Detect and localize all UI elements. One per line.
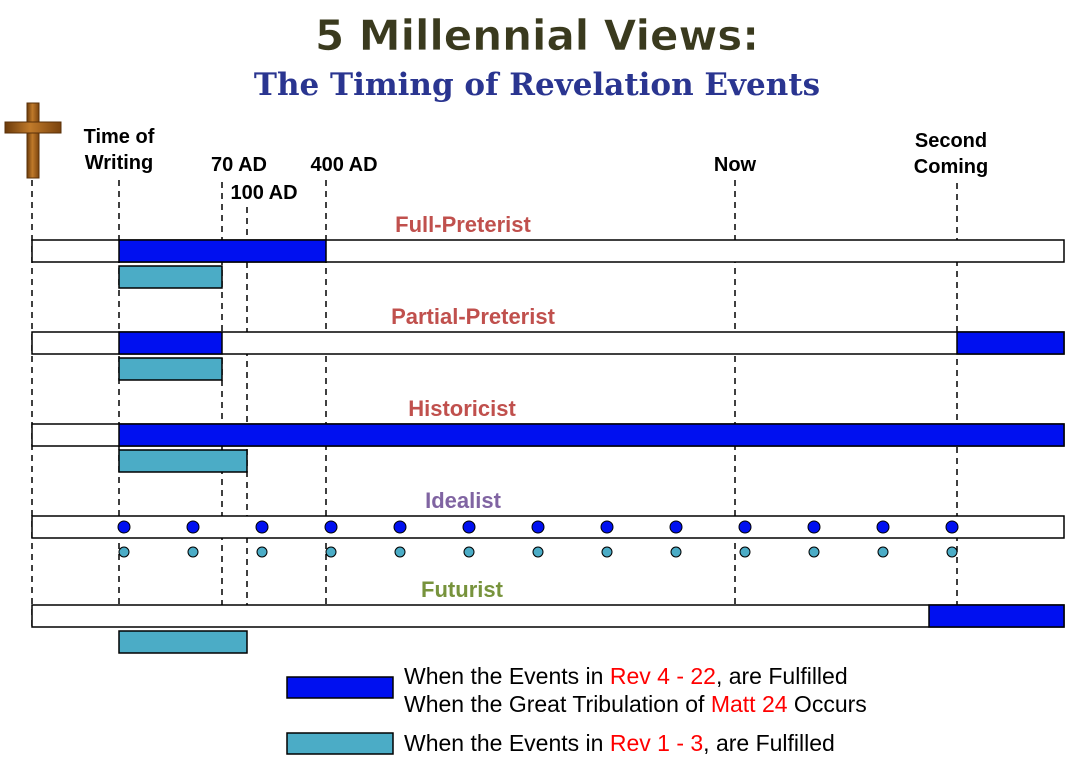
rev1-3-dot bbox=[118, 546, 130, 558]
legend-text-run: , are Fulfilled bbox=[703, 730, 835, 756]
timeline-bar bbox=[31, 604, 1065, 628]
view-label-full-preterist: Full-Preterist bbox=[395, 212, 531, 237]
marker-label-second-coming: Second bbox=[915, 130, 987, 152]
rev1-3-dot bbox=[187, 546, 199, 558]
view-label-partial-preterist: Partial-Preterist bbox=[391, 304, 556, 329]
legend-text-run: When the Great Tribulation of bbox=[404, 691, 711, 717]
marker-label-time-of-writing: Writing bbox=[85, 152, 154, 174]
legend-text-run: When the Events in bbox=[404, 730, 610, 756]
rev4-22-dot bbox=[876, 520, 890, 534]
rev1-3-span bbox=[118, 630, 248, 654]
scripture-reference: Matt 24 bbox=[711, 691, 788, 717]
legend-text-run: When the Events in bbox=[404, 663, 610, 689]
legend: When the Events in Rev 4 - 22, are Fulfi… bbox=[286, 663, 867, 756]
view-row-futurist: Futurist bbox=[31, 577, 1065, 654]
rev1-3-span bbox=[118, 449, 248, 473]
rev1-3-dot bbox=[256, 546, 268, 558]
rev4-22-span bbox=[118, 239, 327, 263]
marker-label-70ad: 70 AD bbox=[211, 154, 267, 176]
rev4-22-dot bbox=[807, 520, 821, 534]
rev1-3-dot bbox=[946, 546, 958, 558]
rev1-3-dot bbox=[463, 546, 475, 558]
scripture-reference: Rev 1 - 3 bbox=[610, 730, 703, 756]
rev4-22-dot bbox=[462, 520, 476, 534]
cross-icon bbox=[4, 102, 62, 179]
rev4-22-dot bbox=[531, 520, 545, 534]
legend-swatch-rev4_22 bbox=[286, 676, 394, 699]
view-label-historicist: Historicist bbox=[408, 396, 516, 421]
rev4-22-span bbox=[928, 604, 1065, 628]
view-label-idealist: Idealist bbox=[425, 488, 501, 513]
diagram-title: 5 Millennial Views: bbox=[315, 11, 759, 60]
rev1-3-dot bbox=[394, 546, 406, 558]
rev1-3-dot bbox=[670, 546, 682, 558]
rev4-22-span bbox=[956, 331, 1065, 355]
legend-text-rev4_22: When the Events in Rev 4 - 22, are Fulfi… bbox=[404, 663, 848, 689]
rev4-22-dot bbox=[255, 520, 269, 534]
rev4-22-dot bbox=[117, 520, 131, 534]
scripture-reference: Rev 4 - 22 bbox=[610, 663, 716, 689]
marker-label-400ad: 400 AD bbox=[310, 154, 377, 176]
rev1-3-span bbox=[118, 357, 223, 381]
rev1-3-dot bbox=[601, 546, 613, 558]
rev1-3-dot bbox=[325, 546, 337, 558]
view-label-futurist: Futurist bbox=[421, 577, 504, 602]
marker-label-time-of-writing: Time of bbox=[84, 126, 155, 148]
rev4-22-span bbox=[118, 423, 1065, 447]
view-row-partial-preterist: Partial-Preterist bbox=[31, 304, 1065, 381]
view-row-historicist: Historicist bbox=[31, 396, 1065, 473]
diagram-subtitle: The Timing of Revelation Events bbox=[254, 67, 820, 103]
rev1-3-dot bbox=[808, 546, 820, 558]
legend-text-rev1_3: When the Events in Rev 1 - 3, are Fulfil… bbox=[404, 730, 835, 756]
legend-text-run: Occurs bbox=[788, 691, 867, 717]
rev4-22-dot bbox=[945, 520, 959, 534]
rev1-3-dot bbox=[739, 546, 751, 558]
rev4-22-span bbox=[118, 331, 223, 355]
rev4-22-dot bbox=[393, 520, 407, 534]
timeline-bar bbox=[31, 515, 1065, 539]
view-rows: Full-Preterist Partial-Preterist Historici… bbox=[31, 212, 1065, 654]
marker-label-now: Now bbox=[714, 154, 757, 176]
rev1-3-dot bbox=[532, 546, 544, 558]
rev4-22-dot bbox=[186, 520, 200, 534]
view-row-idealist: Idealist bbox=[31, 488, 1065, 558]
legend-text-run: , are Fulfilled bbox=[716, 663, 848, 689]
marker-label-100ad: 100 AD bbox=[230, 182, 297, 204]
legend-text-rev4_22: When the Great Tribulation of Matt 24 Oc… bbox=[404, 691, 867, 717]
rev4-22-dot bbox=[324, 520, 338, 534]
rev4-22-dot bbox=[738, 520, 752, 534]
rev1-3-dot bbox=[877, 546, 889, 558]
view-row-full-preterist: Full-Preterist bbox=[31, 212, 1065, 289]
rev1-3-span bbox=[118, 265, 223, 289]
legend-swatch-rev1_3 bbox=[286, 732, 394, 755]
marker-label-second-coming: Coming bbox=[914, 156, 988, 178]
rev4-22-dot bbox=[669, 520, 683, 534]
rev4-22-dot bbox=[600, 520, 614, 534]
